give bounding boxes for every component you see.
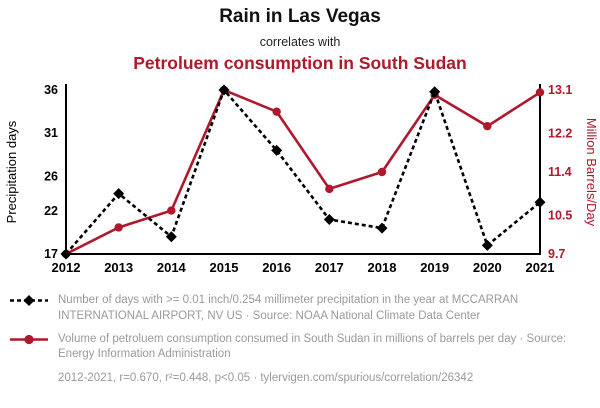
precipitation-days-point	[376, 222, 388, 234]
legend-text-precipitation: Number of days with >= 0.01 inch/0.254 m…	[58, 293, 519, 322]
x-axis-tick-label: 2013	[104, 260, 133, 275]
petroleum-consumption-point	[114, 223, 123, 232]
right-axis-tick-label: 11.4	[548, 165, 572, 179]
precipitation-days-line	[65, 87, 541, 255]
x-axis-tick-label: 2020	[473, 260, 502, 275]
page-title: Rain in Las Vegas	[219, 6, 381, 27]
left-axis-tick-label: 22	[44, 204, 58, 218]
x-axis-tick-label: 2018	[368, 260, 397, 275]
chart-svg: 17 22 26 31 36 9.7 10.5 11.4 12.2 13.1 2012 2013 201…	[4, 83, 599, 275]
solid-circle-series-icon	[10, 332, 48, 351]
precipitation-days-point	[165, 231, 177, 243]
petroleum-consumption-point	[272, 107, 281, 116]
petroleum-consumption-point	[377, 167, 387, 176]
legend-item-precipitation: Number of days with >= 0.01 inch/0.254 m…	[10, 293, 588, 325]
precipitation-days-point	[323, 213, 335, 225]
petroleum-consumption-line	[65, 88, 541, 255]
petroleum-consumption-point	[325, 184, 334, 193]
stats-footnote: 2012-2021, r=0.670, r²=0.448, p<0.05 · t…	[58, 372, 474, 385]
precipitation-days-point	[534, 196, 546, 208]
x-axis-tick-label: 2021	[526, 260, 555, 275]
x-axis-tick-label: 2019	[420, 260, 449, 275]
x-axis-tick-label: 2012	[52, 260, 81, 275]
precipitation-days-point	[429, 86, 441, 98]
correlates-with-label: correlates with	[259, 34, 341, 49]
precipitation-days-point	[271, 144, 283, 156]
petroleum-consumption-point	[535, 88, 545, 97]
left-axis-tick-label: 17	[44, 247, 58, 261]
right-axis-tick-label: 13.1	[548, 83, 572, 97]
precipitation-days-point	[218, 84, 230, 96]
petroleum-consumption-point	[167, 206, 176, 215]
right-axis-tick-label: 12.2	[548, 126, 572, 140]
correlate-title: Petroluem consumption in South Sudan	[133, 52, 467, 73]
x-axis-tick-label: 2016	[262, 260, 291, 275]
x-axis-tick-label: 2017	[315, 260, 344, 275]
legend: Number of days with >= 0.01 inch/0.254 m…	[0, 293, 600, 384]
precipitation-days-point	[113, 187, 125, 199]
left-axis-tick-label: 31	[44, 126, 58, 140]
right-axis-tick-label: 10.5	[548, 208, 572, 222]
left-axis-title: Precipitation days	[4, 120, 19, 223]
x-axis-tick-label: 2014	[157, 260, 187, 275]
chart-header: Rain in Las Vegas correlates with Petrol…	[0, 0, 600, 74]
left-axis-tick-label: 36	[44, 83, 58, 97]
legend-text-petroleum: Volume of petroluem consumption consumed…	[58, 332, 567, 361]
precipitation-days-point	[60, 248, 72, 260]
legend-item-petroleum: Volume of petroluem consumption consumed…	[10, 332, 588, 364]
precipitation-days-point	[481, 239, 493, 251]
left-axis-tick-label: 26	[44, 169, 58, 183]
right-axis-title: Million Barrels/Day	[584, 118, 599, 227]
x-axis-tick-label: 2015	[210, 260, 239, 275]
dashed-diamond-series-icon	[10, 293, 48, 312]
petroleum-consumption-point	[483, 121, 492, 131]
chart-area: 17 22 26 31 36 9.7 10.5 11.4 12.2 13.1 2012 2013 201…	[0, 80, 600, 285]
right-axis-tick-label: 9.7	[548, 247, 565, 261]
